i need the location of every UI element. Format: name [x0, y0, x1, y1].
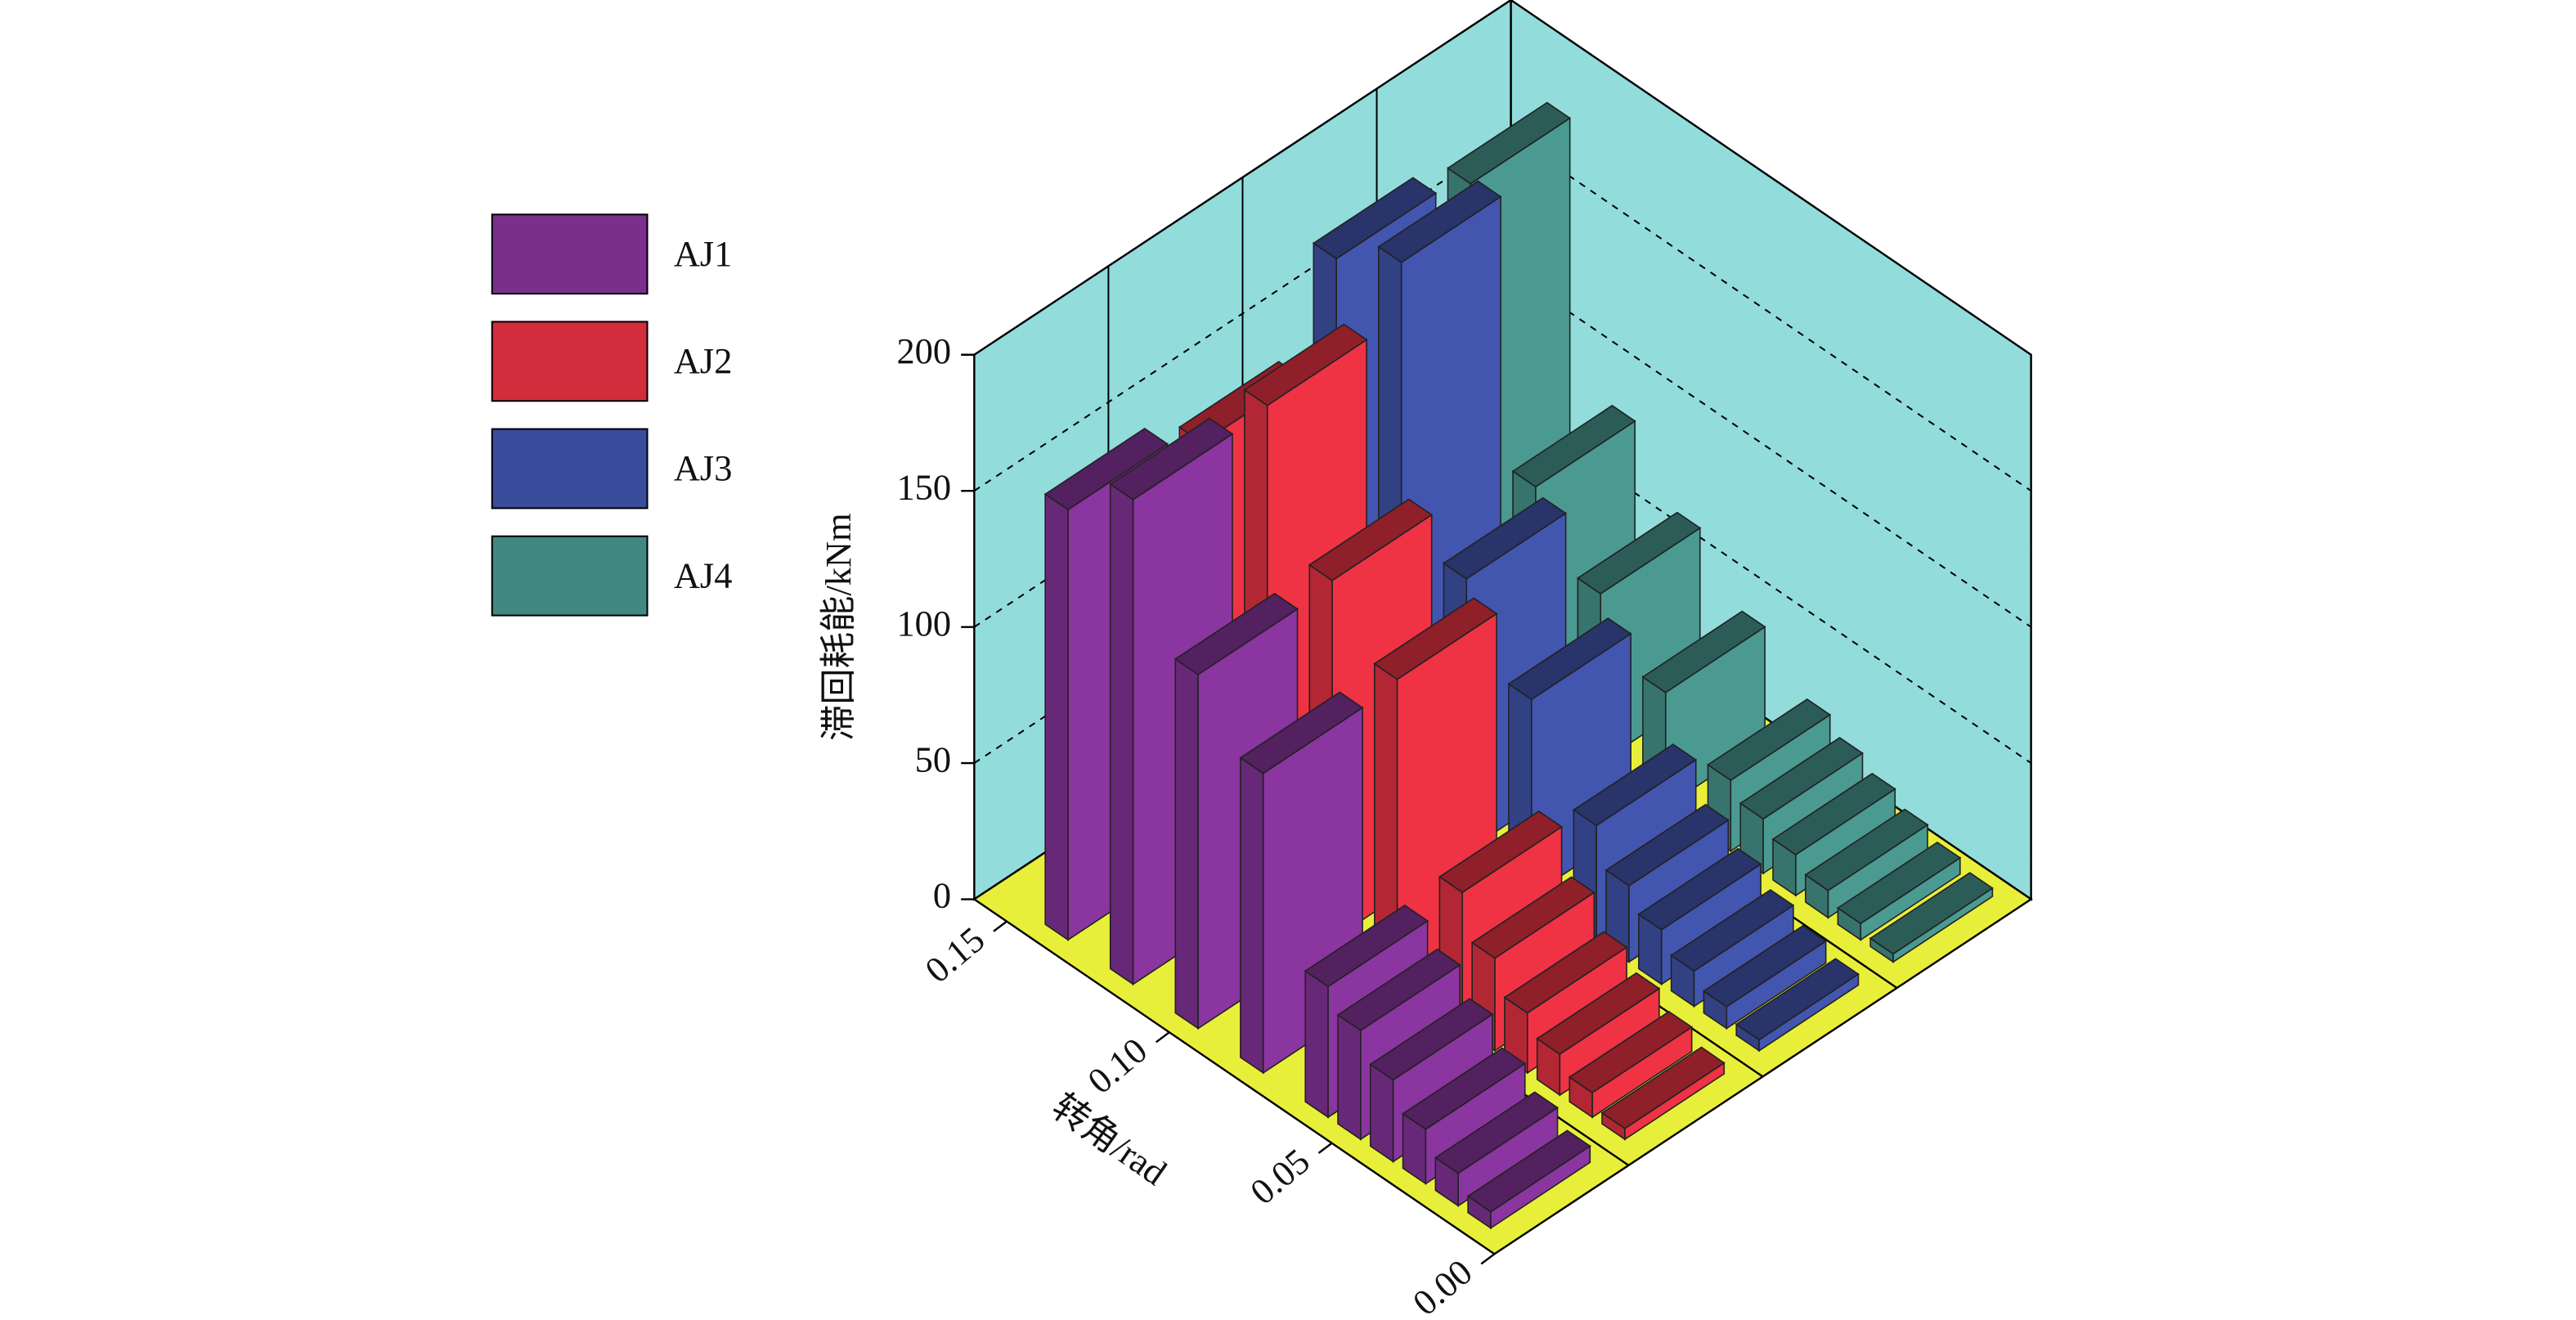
- legend: AJ1 AJ2 AJ3 AJ4: [491, 213, 733, 617]
- bar-top: [1503, 931, 1628, 1014]
- x-tick-label: 0.05: [1242, 1140, 1317, 1212]
- bar-top: [1402, 1047, 1527, 1130]
- bar-top: [1308, 498, 1434, 581]
- bar: [1568, 1010, 1694, 1119]
- legend-swatch: [491, 321, 648, 402]
- bar: [1804, 808, 1929, 919]
- x-axis-title: 转角/rad: [1045, 1085, 1174, 1192]
- y-tick-label: 200: [896, 330, 951, 371]
- bar-side: [1304, 969, 1329, 1119]
- bar-top: [1576, 511, 1702, 595]
- bar-top: [1869, 872, 1994, 955]
- legend-label: AJ1: [674, 233, 733, 274]
- x-tick-label: 0.15: [918, 918, 993, 990]
- bar-top: [1735, 958, 1860, 1041]
- bar: [1466, 1129, 1591, 1230]
- bar-top: [1336, 948, 1461, 1031]
- bar-top: [1442, 496, 1568, 580]
- bar-top: [1377, 180, 1502, 263]
- bar-top: [1804, 808, 1929, 891]
- bar-top: [1572, 743, 1698, 827]
- bar-side: [1337, 1013, 1362, 1141]
- bar-top: [1536, 972, 1661, 1055]
- bar: [1836, 841, 1962, 941]
- bar-top: [1174, 592, 1299, 676]
- y-tick-label: 50: [915, 739, 951, 779]
- bar-top: [1373, 597, 1498, 680]
- bar-top: [1466, 1129, 1591, 1213]
- legend-label: AJ2: [674, 340, 733, 381]
- y-tick-label: 100: [896, 603, 951, 644]
- bar-top: [1447, 101, 1572, 185]
- bar-side: [1044, 492, 1069, 941]
- legend-label: AJ3: [674, 447, 733, 488]
- bar-top: [1568, 1010, 1694, 1093]
- legend-swatch: [491, 428, 648, 510]
- bar-side: [1174, 658, 1199, 1030]
- y-tick-label: 0: [933, 875, 951, 916]
- bar-top: [1470, 876, 1595, 959]
- bar: [1702, 924, 1828, 1030]
- y-tick-label: 150: [896, 466, 951, 507]
- bar: [1869, 872, 1994, 963]
- bar-top: [1702, 924, 1828, 1008]
- bar-top: [1434, 1091, 1559, 1174]
- bar-top: [1369, 998, 1494, 1081]
- x-tick: [1317, 1142, 1333, 1154]
- legend-swatch: [491, 213, 648, 295]
- legend-label: AJ4: [674, 554, 733, 595]
- bar-top: [1243, 323, 1368, 406]
- x-tick: [1155, 1031, 1170, 1044]
- x-tick: [1480, 1253, 1496, 1265]
- bar-top: [1637, 847, 1762, 931]
- bar-top: [1511, 404, 1636, 488]
- bar-top: [1707, 698, 1832, 782]
- legend-swatch: [491, 535, 648, 617]
- bar-side: [1109, 483, 1134, 986]
- bar-top: [1507, 617, 1632, 701]
- bar-top: [1109, 417, 1234, 501]
- x-tick-label: 0.00: [1405, 1251, 1480, 1320]
- bar-top: [1239, 691, 1364, 774]
- bar-top: [1739, 737, 1864, 820]
- bar-side: [1369, 1062, 1394, 1163]
- bar-top: [1304, 905, 1429, 988]
- bar-top: [1600, 1046, 1726, 1129]
- bar-top: [1312, 177, 1438, 260]
- bar-top: [1438, 810, 1564, 894]
- y-axis-title: 滞回耗能/kNm: [818, 513, 859, 741]
- bar-top: [1670, 889, 1795, 972]
- bars: [1043, 101, 1994, 1230]
- bar-top: [1604, 803, 1730, 887]
- bar-top: [1836, 841, 1962, 925]
- x-tick: [993, 920, 1008, 932]
- bar-top: [1641, 610, 1766, 694]
- grid-line: [973, 135, 2032, 492]
- x-tick-label: 0.10: [1079, 1030, 1155, 1102]
- bar: [1735, 958, 1860, 1053]
- bar-top: [1771, 772, 1896, 856]
- grid-line: [973, 0, 2032, 356]
- bar-top: [1043, 427, 1169, 511]
- bar: [1600, 1046, 1726, 1141]
- bar-side: [1240, 757, 1264, 1075]
